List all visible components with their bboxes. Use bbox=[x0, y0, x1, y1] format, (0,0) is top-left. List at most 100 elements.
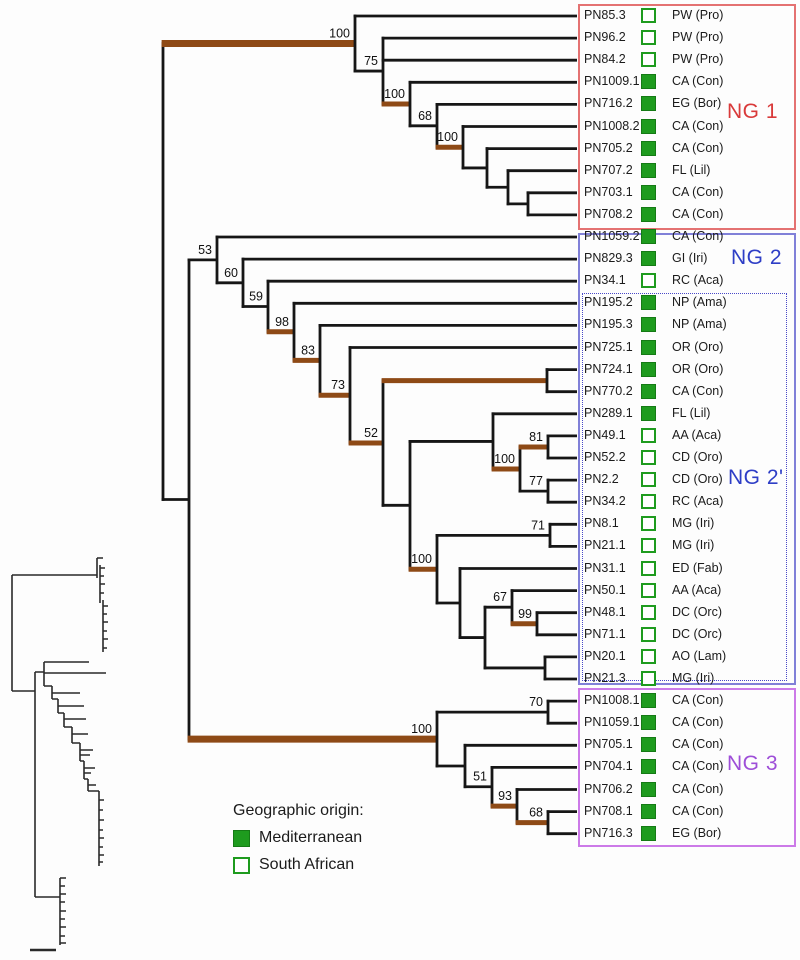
origin-square bbox=[641, 781, 656, 797]
origin-square bbox=[641, 560, 656, 576]
taxon-id: PN716.2 bbox=[584, 96, 633, 111]
taxon-code: OR (Oro) bbox=[672, 361, 724, 376]
origin-square bbox=[641, 229, 656, 244]
taxon-id: PN71.1 bbox=[584, 626, 626, 641]
taxon-row: PN34.1 RC (Aca) bbox=[584, 272, 796, 290]
svg-text:99: 99 bbox=[518, 607, 532, 621]
taxon-row: PN85.3 PW (Pro) bbox=[584, 7, 796, 25]
origin-square bbox=[641, 472, 656, 488]
taxon-id: PN20.1 bbox=[584, 648, 626, 663]
origin-square-legend bbox=[233, 856, 250, 874]
svg-text:73: 73 bbox=[331, 378, 345, 392]
origin-square bbox=[641, 317, 656, 333]
taxon-row: PN21.3 MG (Iri) bbox=[584, 670, 796, 688]
group-box bbox=[582, 293, 787, 681]
taxon-id: PN50.1 bbox=[584, 582, 626, 597]
taxon-row: PN1009.1 CA (Con) bbox=[584, 73, 796, 91]
legend-item-label: Mediterranean bbox=[259, 829, 363, 846]
taxon-row: PN770.2 CA (Con) bbox=[584, 383, 796, 401]
group-label: NG 2 bbox=[731, 246, 783, 269]
taxon-id: PN21.1 bbox=[584, 538, 626, 553]
taxon-row: PN1008.1 CA (Con) bbox=[584, 692, 796, 710]
origin-square bbox=[641, 184, 656, 200]
taxon-code: MG (Iri) bbox=[672, 516, 715, 531]
inset-middle-clade bbox=[35, 661, 106, 866]
origin-square bbox=[641, 383, 656, 399]
taxon-code: PW (Pro) bbox=[672, 8, 724, 22]
taxon-code: MG (Iri) bbox=[672, 671, 715, 685]
taxon-row: PN31.1 ED (Fab) bbox=[584, 560, 796, 578]
taxon-code: ED (Fab) bbox=[672, 560, 723, 575]
taxon-id: PN708.1 bbox=[584, 803, 633, 818]
svg-text:68: 68 bbox=[418, 109, 432, 123]
taxon-id: PN1008.2 bbox=[584, 118, 640, 133]
taxon-row: PN1008.2 CA (Con) bbox=[584, 118, 796, 136]
taxon-id: PN85.3 bbox=[584, 8, 626, 22]
taxon-code: CA (Con) bbox=[672, 781, 724, 796]
taxon-id: PN706.2 bbox=[584, 781, 633, 796]
origin-square-legend bbox=[233, 829, 250, 847]
svg-text:67: 67 bbox=[493, 590, 507, 604]
taxon-code: CA (Con) bbox=[672, 74, 724, 89]
taxon-id: PN716.3 bbox=[584, 825, 633, 840]
taxon-code: CA (Con) bbox=[672, 693, 724, 708]
origin-square bbox=[641, 427, 656, 443]
svg-text:71: 71 bbox=[531, 518, 545, 532]
taxon-id: PN289.1 bbox=[584, 405, 633, 420]
taxon-row: PN2.2 CD (Oro) bbox=[584, 471, 796, 489]
origin-square bbox=[641, 803, 656, 819]
taxon-id: PN96.2 bbox=[584, 30, 626, 45]
taxon-row: PN704.1 CA (Con) bbox=[584, 758, 796, 776]
taxon-id: PN34.2 bbox=[584, 494, 626, 509]
taxon-id: PN1059.2 bbox=[584, 229, 640, 243]
tree-branches bbox=[161, 14, 577, 836]
inset-top-clade bbox=[11, 557, 108, 691]
svg-text:53: 53 bbox=[198, 243, 212, 257]
inset-bottom-clade bbox=[35, 877, 66, 945]
taxon-row: PN52.2 CD (Oro) bbox=[584, 449, 796, 467]
taxon-id: PN48.1 bbox=[584, 604, 626, 619]
taxon-code: CA (Con) bbox=[672, 715, 724, 730]
group-label: NG 1 bbox=[727, 100, 779, 123]
bootstrap-values: 100 75 100 68 100 53 60 59 98 83 73 52 100 81 77 100 71 6… bbox=[198, 27, 545, 820]
origin-square bbox=[641, 626, 656, 642]
svg-text:100: 100 bbox=[411, 722, 432, 736]
taxon-row: PN34.2 RC (Aca) bbox=[584, 493, 796, 511]
taxon-row: PN289.1 FL (Lil) bbox=[584, 405, 796, 423]
taxon-row: PN8.1 MG (Iri) bbox=[584, 515, 796, 533]
taxon-code: DC (Orc) bbox=[672, 604, 722, 619]
taxon-id: PN34.1 bbox=[584, 273, 626, 288]
svg-text:81: 81 bbox=[529, 430, 543, 444]
taxon-row: PN49.1 AA (Aca) bbox=[584, 427, 796, 445]
taxon-id: PN1008.1 bbox=[584, 693, 640, 708]
taxon-row: PN705.2 CA (Con) bbox=[584, 140, 796, 158]
legend-title: Geographic origin: bbox=[233, 802, 364, 819]
svg-text:51: 51 bbox=[473, 770, 487, 784]
inset-spine bbox=[12, 672, 36, 897]
taxon-id: PN21.3 bbox=[584, 671, 626, 685]
group-label: NG 3 bbox=[727, 752, 779, 775]
taxon-id: PN705.2 bbox=[584, 140, 633, 155]
origin-square bbox=[641, 759, 656, 775]
origin-square bbox=[641, 825, 656, 841]
taxon-code: CA (Con) bbox=[672, 803, 724, 818]
legend: Geographic origin: Mediterranean South A… bbox=[233, 802, 364, 874]
taxon-row: PN725.1 OR (Oro) bbox=[584, 339, 796, 357]
origin-square bbox=[641, 693, 656, 709]
svg-text:75: 75 bbox=[364, 54, 378, 68]
taxon-id: PN84.2 bbox=[584, 52, 626, 67]
origin-square bbox=[641, 162, 656, 178]
taxon-id: PN770.2 bbox=[584, 383, 633, 398]
taxon-row: PN71.1 DC (Orc) bbox=[584, 626, 796, 644]
svg-text:52: 52 bbox=[364, 426, 378, 440]
taxon-code: OR (Oro) bbox=[672, 339, 724, 354]
taxon-row: PN195.3 NP (Ama) bbox=[584, 316, 796, 334]
origin-square bbox=[641, 74, 656, 90]
taxon-row: PN708.1 CA (Con) bbox=[584, 803, 796, 821]
taxon-code: CA (Con) bbox=[672, 759, 724, 774]
svg-text:60: 60 bbox=[224, 266, 238, 280]
taxon-code: AO (Lam) bbox=[672, 648, 727, 663]
group-box bbox=[578, 688, 796, 847]
taxon-code: CA (Con) bbox=[672, 737, 724, 752]
taxon-id: PN195.3 bbox=[584, 317, 633, 332]
